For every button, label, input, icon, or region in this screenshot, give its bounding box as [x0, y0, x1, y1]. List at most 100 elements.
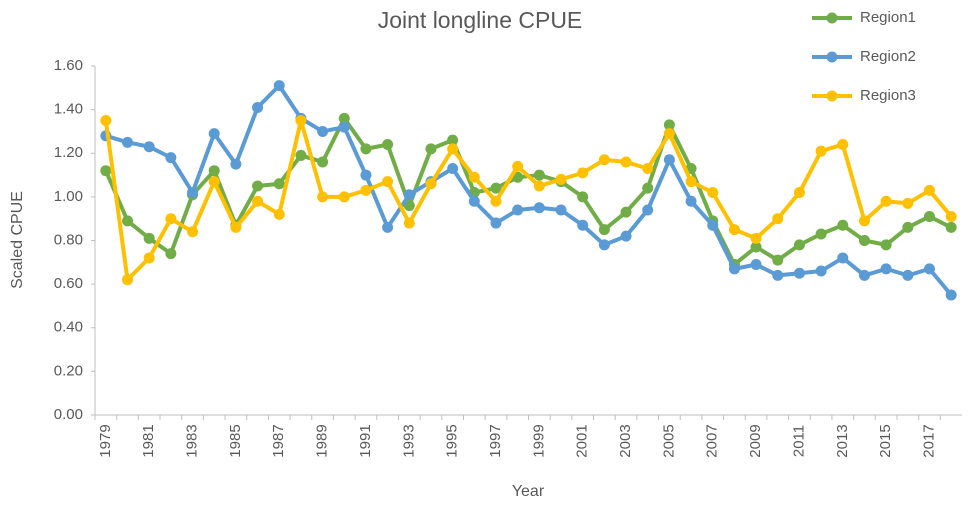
- data-point: [382, 221, 394, 233]
- data-point: [750, 241, 762, 253]
- y-tick-label: 1.40: [54, 101, 83, 118]
- data-point: [468, 195, 480, 207]
- data-point: [815, 265, 827, 277]
- data-point: [880, 195, 892, 207]
- y-tick-label: 0.00: [54, 406, 83, 423]
- data-point: [902, 221, 914, 233]
- data-point: [382, 176, 394, 188]
- data-point: [360, 184, 372, 196]
- x-tick-label: 2003: [617, 424, 634, 457]
- data-point: [772, 213, 784, 225]
- data-point: [360, 143, 372, 155]
- legend-label: Region3: [860, 87, 916, 104]
- x-tick-label: 1993: [400, 424, 417, 457]
- data-point: [273, 208, 285, 220]
- data-point: [945, 211, 957, 223]
- y-tick-label: 0.40: [54, 319, 83, 336]
- data-point: [923, 211, 935, 223]
- legend-label: Region1: [860, 9, 916, 26]
- y-tick-label: 0.80: [54, 231, 83, 248]
- data-point: [642, 182, 654, 194]
- x-tick-label: 2013: [834, 424, 851, 457]
- data-point: [490, 182, 502, 194]
- data-point: [295, 149, 307, 161]
- data-point: [273, 80, 285, 92]
- data-point: [252, 195, 264, 207]
- y-tick-label: 1.00: [54, 188, 83, 205]
- series-line: [103, 118, 953, 282]
- data-point: [837, 252, 849, 264]
- data-point: [100, 165, 112, 177]
- data-point: [598, 224, 610, 236]
- data-point: [447, 143, 459, 155]
- data-point: [295, 115, 307, 127]
- data-point: [187, 226, 199, 238]
- data-point: [793, 187, 805, 199]
- x-tick-label: 1987: [270, 424, 287, 457]
- data-point: [577, 167, 589, 179]
- data-point: [273, 178, 285, 190]
- data-point: [143, 252, 155, 264]
- data-point: [187, 187, 199, 199]
- x-tick-label: 2017: [920, 424, 937, 457]
- legend-marker: [826, 12, 838, 24]
- data-point: [663, 128, 675, 140]
- data-point: [620, 156, 632, 168]
- x-tick-label: 1985: [227, 424, 244, 457]
- data-point: [663, 119, 675, 131]
- chart-title: Joint longline CPUE: [378, 7, 583, 33]
- x-tick-label: 2001: [574, 424, 591, 457]
- data-point: [793, 239, 805, 251]
- data-point: [338, 121, 350, 133]
- x-tick-label: 1991: [357, 424, 374, 457]
- data-point: [165, 213, 177, 225]
- data-point: [772, 254, 784, 266]
- data-point: [533, 180, 545, 192]
- data-point: [317, 191, 329, 203]
- data-point: [793, 267, 805, 279]
- x-tick-label: 1981: [140, 424, 157, 457]
- data-point: [230, 158, 242, 170]
- y-tick-label: 0.20: [54, 362, 83, 379]
- legend-marker: [826, 90, 838, 102]
- data-point: [533, 202, 545, 214]
- data-point: [707, 187, 719, 199]
- data-point: [880, 263, 892, 275]
- data-point: [923, 184, 935, 196]
- data-point: [750, 232, 762, 244]
- data-point: [403, 200, 415, 212]
- data-point: [122, 136, 134, 148]
- data-point: [252, 180, 264, 192]
- data-point: [382, 139, 394, 151]
- data-point: [317, 125, 329, 137]
- data-point: [490, 195, 502, 207]
- data-point: [490, 217, 502, 229]
- data-point: [425, 178, 437, 190]
- data-point: [447, 134, 459, 146]
- data-point: [642, 163, 654, 175]
- y-tick-label: 0.60: [54, 275, 83, 292]
- data-point: [143, 232, 155, 244]
- data-point: [620, 230, 632, 242]
- x-tick-label: 2015: [877, 424, 894, 457]
- data-point: [858, 235, 870, 246]
- data-point: [230, 221, 242, 233]
- data-point: [815, 145, 827, 157]
- data-point: [728, 263, 740, 275]
- data-point: [403, 217, 415, 229]
- data-point: [360, 169, 372, 181]
- y-tick-label: 1.20: [54, 144, 83, 161]
- data-point: [663, 154, 675, 166]
- data-point: [880, 239, 892, 251]
- data-point: [447, 163, 459, 175]
- data-point: [512, 204, 524, 216]
- data-point: [208, 176, 220, 188]
- y-axis-title: Scaled CPUE: [9, 191, 26, 289]
- data-point: [555, 173, 567, 185]
- series-line: [105, 83, 953, 297]
- data-point: [837, 219, 849, 231]
- legend-marker: [826, 51, 838, 63]
- data-point: [338, 191, 350, 203]
- x-axis-title: Year: [512, 483, 545, 500]
- data-point: [707, 219, 719, 231]
